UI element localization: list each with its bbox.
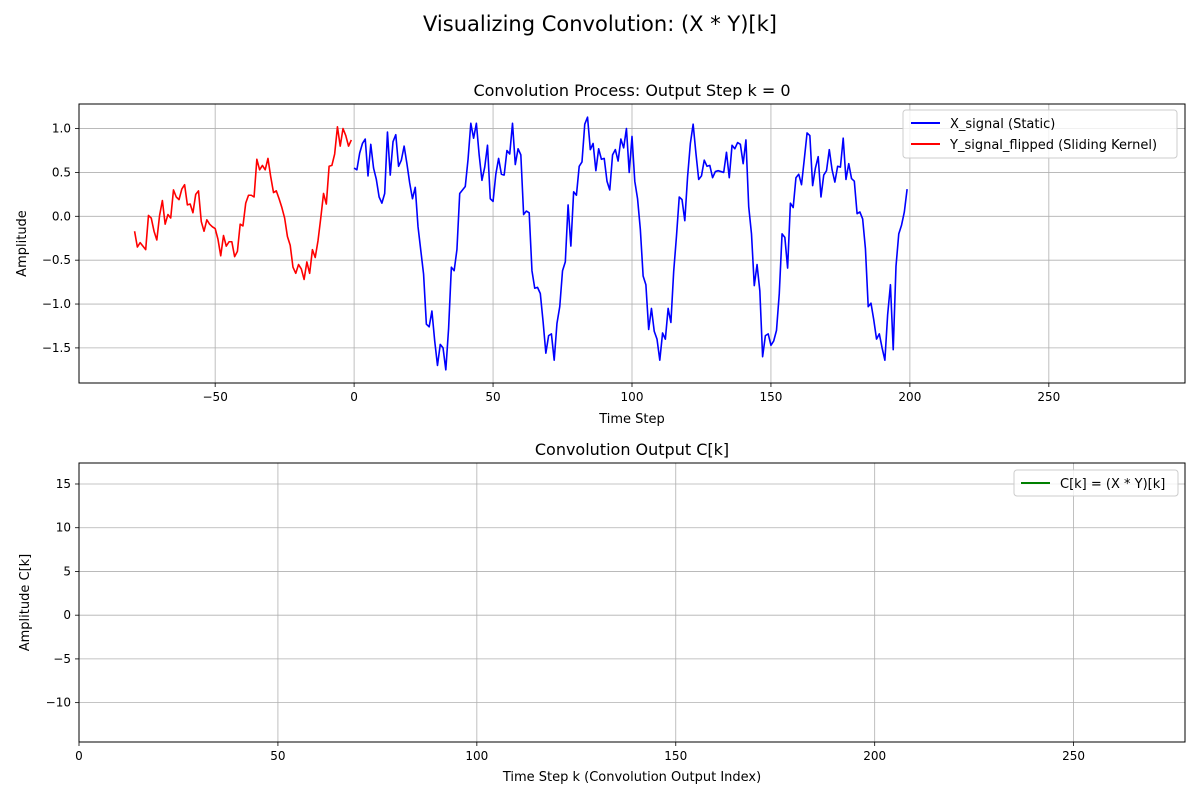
y-tick-label: 10 [56,521,71,535]
series-line-1 [133,126,353,281]
x-tick-label: 100 [465,749,488,763]
legend: X_signal (Static) Y_signal_flipped (Slid… [902,109,1178,159]
y-tick-label: −5 [53,652,71,666]
y-tick-label: 0.5 [52,165,71,179]
plot-frame [78,462,1186,743]
y-tick-label: −1.0 [42,297,71,311]
legend-box [1013,469,1179,497]
x-tick-label: −50 [203,390,228,404]
x-tick-label: 0 [350,390,358,404]
chart-title: Convolution Output C[k] [535,440,729,459]
y-tick-label: 15 [56,477,71,491]
chart-title: Convolution Process: Output Step k = 0 [473,81,790,100]
y-tick-label: 5 [63,564,71,578]
x-axis-label: Time Step k (Convolution Output Index) [502,770,761,785]
x-tick-label: 150 [664,749,687,763]
series-line-0 [353,116,908,371]
figure-suptitle: Visualizing Convolution: (X * Y)[k] [423,12,777,36]
x-tick-label: 50 [485,390,500,404]
x-tick-label: 200 [898,390,921,404]
convolution-output-chart: 0 50 100 150 200 250 −10 −5 0 5 10 15 Convolution … [18,440,1186,785]
x-tick-label: 100 [621,390,644,404]
y-tick-label: 0 [63,608,71,622]
y-ticks: −10 −5 0 5 10 15 [46,477,79,710]
legend-label-output: C[k] = (X * Y)[k] [1060,477,1165,492]
legend: C[k] = (X * Y)[k] [1013,469,1179,497]
y-tick-label: 0.0 [52,209,71,223]
x-axis-label: Time Step [598,412,665,427]
y-ticks: −1.5 −1.0 −0.5 0.0 0.5 1.0 [42,122,79,355]
x-tick-label: 200 [863,749,886,763]
y-tick-label: −0.5 [42,253,71,267]
legend-box [902,109,1178,159]
x-tick-label: 150 [759,390,782,404]
y-tick-label: −10 [46,696,71,710]
convolution-process-chart: −50 0 50 100 150 200 250 −1.5 −1.0 −0.5 0.0 0.5 1.0… [15,81,1186,427]
x-ticks: 0 50 100 150 200 250 [75,742,1085,763]
x-tick-label: 50 [270,749,285,763]
x-ticks: −50 0 50 100 150 200 250 [203,383,1060,404]
x-tick-label: 250 [1062,749,1085,763]
x-tick-label: 250 [1037,390,1060,404]
y-tick-label: −1.5 [42,341,71,355]
y-axis-label: Amplitude C[k] [18,554,33,652]
y-tick-label: 1.0 [52,122,71,136]
legend-label-x-signal: X_signal (Static) [950,117,1055,132]
plot-area [79,463,1185,742]
legend-label-y-signal: Y_signal_flipped (Sliding Kernel) [949,138,1157,153]
y-axis-label: Amplitude [15,210,30,277]
x-tick-label: 0 [75,749,83,763]
series-lines [133,116,908,371]
